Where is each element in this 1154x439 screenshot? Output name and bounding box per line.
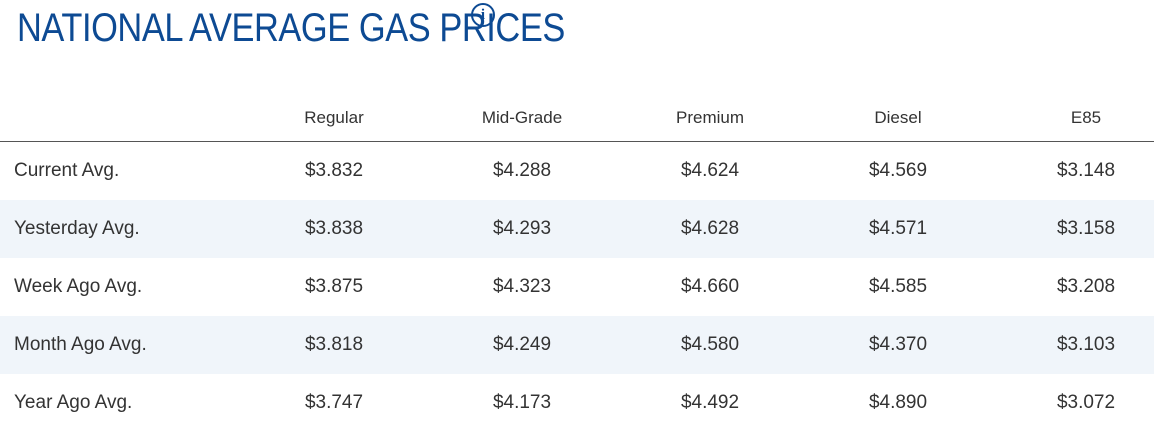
price-cell: $4.628 — [616, 200, 804, 258]
price-cell: $3.838 — [240, 200, 428, 258]
row-label: Yesterday Avg. — [0, 200, 240, 258]
column-header-label — [0, 95, 240, 142]
table-row: Year Ago Avg. $3.747 $4.173 $4.492 $4.89… — [0, 374, 1154, 432]
price-cell: $4.293 — [428, 200, 616, 258]
price-cell: $4.288 — [492, 160, 552, 181]
column-header-regular: Regular — [240, 95, 428, 142]
table-row: Current Avg. $3.832 $4.288 $4.624 $4.569… — [0, 142, 1154, 201]
price-cell: $3.158 — [992, 200, 1154, 258]
price-cell: $3.818 — [240, 316, 428, 374]
price-cell: $4.660 — [680, 276, 740, 297]
table-row: Month Ago Avg. $3.818 $4.249 $4.580 $4.3… — [0, 316, 1154, 374]
price-cell: $4.585 — [868, 276, 928, 297]
gas-price-table: Regular Mid-Grade Premium Diesel E85 Cur… — [0, 95, 1154, 432]
price-cell: $4.173 — [492, 392, 552, 413]
column-header-mid-grade: Mid-Grade — [428, 95, 616, 142]
column-header-diesel: Diesel — [804, 95, 992, 142]
price-cell: $3.875 — [304, 276, 364, 297]
price-cell: $4.580 — [616, 316, 804, 374]
price-cell: $3.103 — [992, 316, 1154, 374]
row-label: Year Ago Avg. — [14, 392, 133, 413]
price-cell: $4.571 — [804, 200, 992, 258]
price-cell: $3.072 — [1056, 392, 1116, 413]
price-cell: $4.370 — [804, 316, 992, 374]
column-header-e85: E85 — [992, 95, 1154, 142]
row-label: Week Ago Avg. — [14, 276, 143, 297]
price-cell: $4.492 — [680, 392, 740, 413]
price-cell: $3.747 — [304, 392, 364, 413]
price-cell: $4.569 — [868, 160, 928, 181]
table-header-row: Regular Mid-Grade Premium Diesel E85 — [0, 95, 1154, 142]
price-cell: $3.832 — [304, 160, 364, 181]
price-cell: $4.624 — [680, 160, 740, 181]
table-row: Yesterday Avg. $3.838 $4.293 $4.628 $4.5… — [0, 200, 1154, 258]
row-label: Current Avg. — [14, 160, 120, 181]
price-cell: $4.323 — [492, 276, 552, 297]
table-row: Week Ago Avg. $3.875 $4.323 $4.660 $4.58… — [0, 258, 1154, 316]
row-label: Month Ago Avg. — [0, 316, 240, 374]
price-cell: $4.249 — [428, 316, 616, 374]
price-cell: $3.148 — [1056, 160, 1116, 181]
price-cell: $3.208 — [1056, 276, 1116, 297]
column-header-premium: Premium — [616, 95, 804, 142]
info-icon[interactable]: i — [471, 3, 495, 27]
page-header: NATIONAL AVERAGE GAS PRICES — [17, 0, 654, 60]
price-cell: $4.890 — [868, 392, 928, 413]
